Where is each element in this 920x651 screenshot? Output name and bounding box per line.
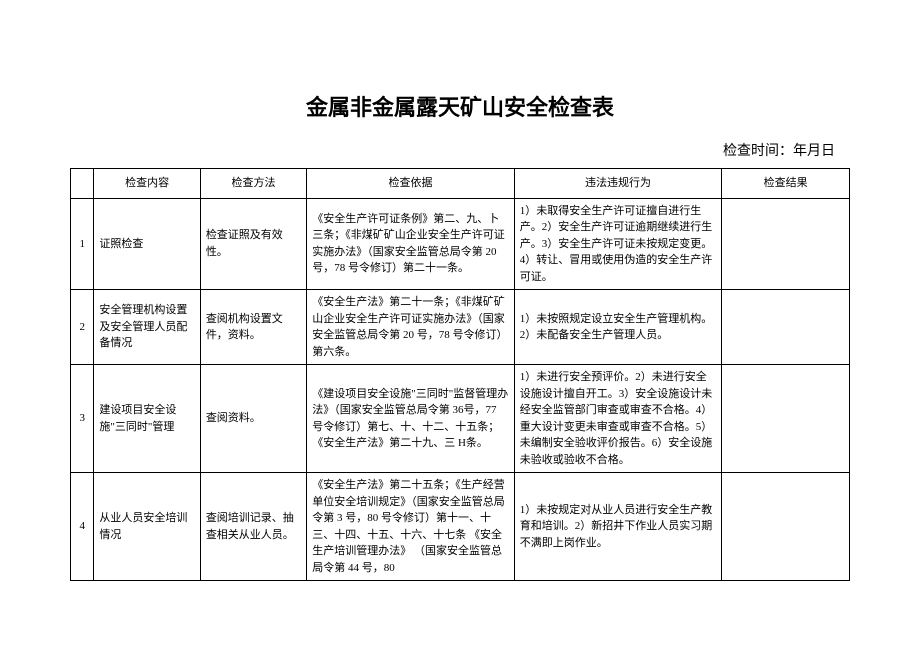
inspection-table: 检查内容 检查方法 检查依据 违法违规行为 检查结果 1 证照检查 检查证照及有… bbox=[70, 168, 850, 581]
cell-basis: 《安全生产法》第二十五条；《生产经营单位安全培训规定》（国家安全监管总局令第 3… bbox=[307, 473, 515, 581]
cell-num: 4 bbox=[71, 473, 94, 581]
cell-result bbox=[722, 473, 850, 581]
cell-basis: 《建设项目安全设施"三同时"监督管理办法》（国家安全监管总局令第 36号，77 … bbox=[307, 365, 515, 473]
cell-result bbox=[722, 290, 850, 365]
cell-method: 查阅机构设置文件，资料。 bbox=[200, 290, 306, 365]
cell-method: 检查证照及有效性。 bbox=[200, 198, 306, 290]
cell-violation: 1）未按照规定设立安全生产管理机构。2）未配备安全生产管理人员。 bbox=[514, 290, 722, 365]
table-row: 4 从业人员安全培训情况 查阅培训记录、抽查相关从业人员。 《安全生产法》第二十… bbox=[71, 473, 850, 581]
cell-basis: 《安全生产许可证条例》第二、九、卜三条；《非煤矿矿山企业安全生产许可证实施办法》… bbox=[307, 198, 515, 290]
header-result: 检查结果 bbox=[722, 169, 850, 199]
header-violation: 违法违规行为 bbox=[514, 169, 722, 199]
cell-violation: 1）未进行安全预评价。2）未进行安全设施设计擅自开工。3）安全设施设计未经安全监… bbox=[514, 365, 722, 473]
header-basis: 检查依据 bbox=[307, 169, 515, 199]
cell-result bbox=[722, 198, 850, 290]
cell-content: 安全管理机构设置及安全管理人员配备情况 bbox=[94, 290, 200, 365]
table-row: 1 证照检查 检查证照及有效性。 《安全生产许可证条例》第二、九、卜三条；《非煤… bbox=[71, 198, 850, 290]
cell-method: 查阅资料。 bbox=[200, 365, 306, 473]
check-time-label: 检查时间：年月日 bbox=[70, 140, 850, 160]
header-method: 检查方法 bbox=[200, 169, 306, 199]
cell-content: 建设项目安全设施"三同时"管理 bbox=[94, 365, 200, 473]
cell-content: 从业人员安全培训情况 bbox=[94, 473, 200, 581]
header-content: 检查内容 bbox=[94, 169, 200, 199]
cell-result bbox=[722, 365, 850, 473]
cell-basis: 《安全生产法》第二十一条；《非煤矿矿山企业安全生产许可证实施办法》（国家安全监管… bbox=[307, 290, 515, 365]
header-num bbox=[71, 169, 94, 199]
cell-method: 查阅培训记录、抽查相关从业人员。 bbox=[200, 473, 306, 581]
table-row: 2 安全管理机构设置及安全管理人员配备情况 查阅机构设置文件，资料。 《安全生产… bbox=[71, 290, 850, 365]
cell-violation: 1）未取得安全生产许可证擅自进行生产。2）安全生产许可证逾期继续进行生产。3）安… bbox=[514, 198, 722, 290]
cell-content: 证照检查 bbox=[94, 198, 200, 290]
cell-num: 1 bbox=[71, 198, 94, 290]
cell-num: 3 bbox=[71, 365, 94, 473]
cell-violation: 1）未按规定对从业人员进行安全生产教育和培训。2）新招井下作业人员实习期不满即上… bbox=[514, 473, 722, 581]
table-row: 3 建设项目安全设施"三同时"管理 查阅资料。 《建设项目安全设施"三同时"监督… bbox=[71, 365, 850, 473]
document-title: 金属非金属露天矿山安全检查表 bbox=[70, 90, 850, 122]
table-header-row: 检查内容 检查方法 检查依据 违法违规行为 检查结果 bbox=[71, 169, 850, 199]
cell-num: 2 bbox=[71, 290, 94, 365]
